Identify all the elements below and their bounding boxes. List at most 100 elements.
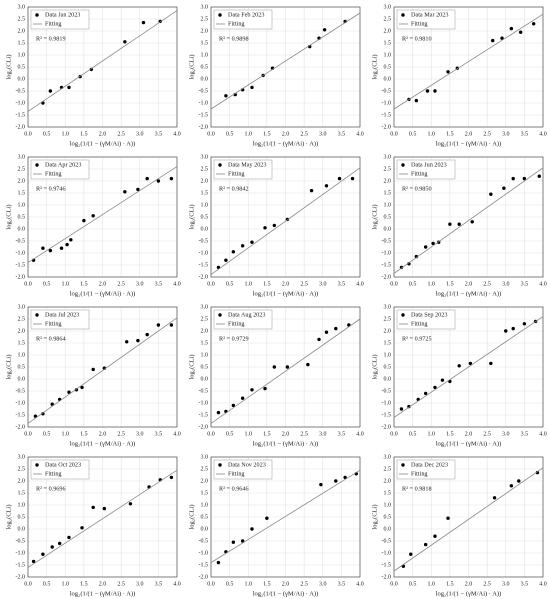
plot-frame — [393, 456, 544, 578]
x-tick-label: 0.5 — [226, 581, 234, 587]
data-point — [169, 475, 174, 480]
data-point — [470, 220, 474, 224]
y-axis-label: log₂(CLi) — [188, 354, 195, 379]
x-tick-label: 3.5 — [521, 131, 529, 137]
data-point — [250, 85, 254, 90]
y-tick-label: 2.0 — [201, 178, 209, 184]
x-tick-label: 1.0 — [428, 281, 436, 287]
y-tick-label: -0.5 — [199, 538, 209, 544]
x-tick-label: 4.0 — [539, 581, 547, 587]
y-tick-label: -1.5 — [16, 112, 26, 118]
data-point — [48, 248, 53, 253]
y-tick-label: 1.0 — [18, 202, 26, 208]
x-tick-label: 1.5 — [263, 281, 271, 287]
legend-box — [396, 9, 456, 30]
data-point — [504, 329, 508, 333]
legend-marker — [218, 463, 222, 467]
y-axis-label: log₂(CLi) — [371, 504, 378, 529]
data-point — [446, 70, 450, 74]
annotation: R² = 0.9696 — [36, 485, 66, 492]
y-tick-label: 0.5 — [384, 214, 392, 220]
x-tick-label: 4.0 — [539, 431, 547, 437]
fit-line — [210, 167, 361, 275]
y-tick-label: 1.5 — [18, 190, 26, 196]
panel: 0.0 0.5 1.0 1.5 2.0 2.5 3.0 3.5 4.0 -2.0 -1.5 -1.0 -… — [371, 304, 546, 447]
annotation: R² = 0.9725 — [402, 335, 432, 342]
data-point — [522, 176, 527, 181]
y-tick-label: -0.5 — [382, 88, 392, 94]
data-point — [457, 364, 461, 368]
legend-marker — [218, 313, 222, 317]
fit-line — [393, 13, 544, 110]
y-tick-label: -1.0 — [199, 550, 209, 556]
legend-marker — [401, 163, 405, 167]
x-tick-label: 3.5 — [521, 431, 529, 437]
y-tick-label: 2.5 — [384, 166, 392, 172]
y-tick-label: 1.0 — [201, 202, 209, 208]
y-tick-label: 3.0 — [201, 304, 209, 310]
data-point — [91, 367, 95, 372]
x-tick-label: 0.5 — [409, 131, 417, 137]
y-tick-label: 2.0 — [18, 28, 26, 34]
x-tick-label: 2.0 — [465, 581, 473, 587]
data-point — [80, 385, 84, 390]
y-tick-label: 3.0 — [201, 154, 209, 160]
x-tick-label: 4.0 — [539, 131, 547, 137]
legend-box — [396, 459, 456, 480]
x-axis-label: log₂(1/(1 − (γM/Ai) · A)) — [253, 140, 319, 147]
y-tick-label: -2.0 — [199, 574, 209, 580]
x-tick-label: 0.5 — [409, 281, 417, 287]
annotation: R² = 0.9864 — [36, 335, 66, 342]
data-point — [145, 332, 149, 337]
y-tick-label: 0.5 — [384, 364, 392, 370]
y-tick-label: 1.0 — [18, 52, 26, 58]
data-point — [240, 539, 245, 543]
x-tick-label: 0.0 — [207, 131, 215, 137]
data-point — [285, 365, 290, 369]
y-tick-label: 2.0 — [384, 328, 392, 334]
y-tick-label: 1.5 — [18, 40, 26, 46]
x-tick-label: 1.5 — [446, 431, 454, 437]
x-axis-label: log₂(1/(1 − (γM/Ai) · A)) — [253, 290, 319, 297]
legend-label: Data Sep 2023 — [411, 311, 447, 318]
y-tick-label: -1.5 — [382, 562, 392, 568]
data-point — [250, 527, 254, 531]
data-point — [322, 28, 327, 32]
data-point — [240, 244, 245, 248]
y-tick-label: 0.0 — [18, 526, 26, 532]
y-tick-label: 1.0 — [384, 202, 392, 208]
plot-content — [27, 469, 178, 568]
data-point — [440, 378, 445, 382]
y-axis-label: log₂(CLi) — [188, 504, 195, 529]
y-tick-label: 1.5 — [201, 190, 209, 196]
x-tick-label: 3.5 — [155, 581, 163, 587]
legend-box — [30, 159, 90, 180]
x-tick-label: 4.0 — [173, 131, 181, 137]
x-tick-label: 3.5 — [521, 281, 529, 287]
data-point — [433, 534, 437, 538]
x-tick-label: 3.0 — [136, 281, 144, 287]
data-point — [69, 238, 73, 242]
y-tick-label: -1.0 — [382, 250, 392, 256]
y-tick-label: 2.0 — [384, 28, 392, 34]
data-point — [448, 222, 452, 226]
x-axis-label: log₂(1/(1 − (γM/Ai) · A)) — [70, 590, 136, 597]
y-tick-label: -1.0 — [16, 250, 26, 256]
data-point — [446, 516, 450, 520]
data-point — [216, 560, 221, 565]
x-tick-label: 1.0 — [62, 131, 70, 137]
x-tick-label: 2.0 — [99, 131, 107, 137]
y-tick-label: 1.5 — [384, 340, 392, 346]
data-point — [334, 479, 338, 483]
data-point — [136, 338, 140, 343]
data-point — [67, 535, 71, 540]
x-tick-label: 3.5 — [155, 431, 163, 437]
panel: 0.0 0.5 1.0 1.5 2.0 2.5 3.0 3.5 4.0 -2.0 -1.5 -1.0 -… — [188, 154, 363, 297]
data-point — [80, 526, 84, 530]
panel: 0.0 0.5 1.0 1.5 2.0 2.5 3.0 3.5 4.0 -2.0 -1.5 -1.0 -… — [371, 154, 546, 297]
x-tick-label: 0.5 — [43, 431, 51, 437]
data-point — [425, 89, 430, 93]
y-tick-label: 1.0 — [384, 502, 392, 508]
data-point — [41, 246, 45, 250]
y-tick-label: 3.0 — [384, 154, 392, 160]
